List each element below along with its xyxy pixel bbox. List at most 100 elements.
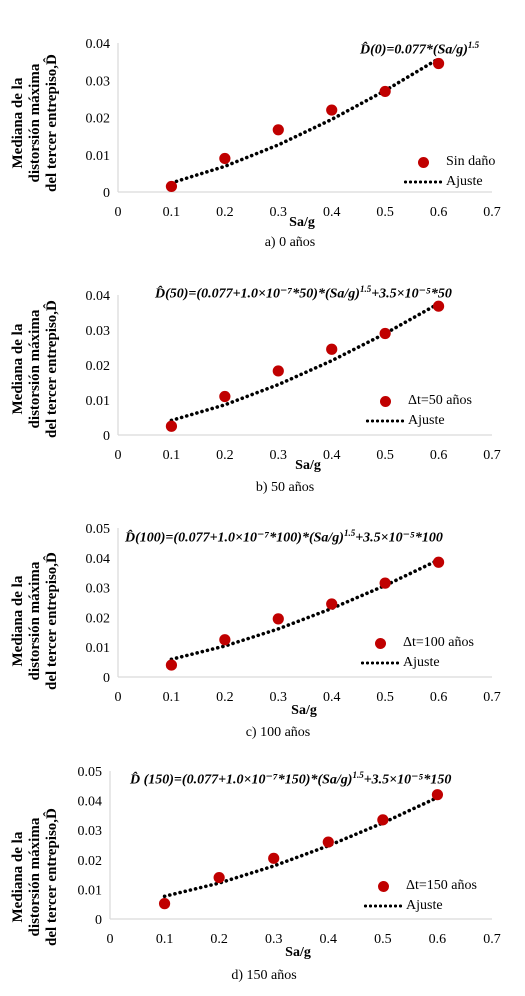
- data-point: [219, 634, 231, 646]
- y-tick-label: 0: [103, 671, 110, 686]
- x-axis-label: Sa/g: [291, 703, 317, 718]
- y-tick-label: 0.01: [78, 883, 103, 898]
- fit-equation-text: D̂(50)=(0.077+1.0×10⁻⁷*50)*(Sa/g): [155, 286, 360, 302]
- x-tick-label: 0.1: [163, 690, 181, 705]
- legend-label: Ajuste: [408, 413, 445, 428]
- fit-equation-exponent: 1.5: [467, 40, 480, 50]
- chart-plot-svg: 0 0.01 0.02 0.03 0.04 0.05 0 0.1 0.2 0.3 0.4 0.5 0.6…: [86, 522, 501, 705]
- x-tick-label: 0.5: [374, 932, 392, 947]
- x-tick-label: 0.2: [210, 932, 228, 947]
- chart-caption: b) 50 años: [255, 480, 315, 495]
- x-axis-label: Sa/g: [289, 215, 315, 230]
- chart-plot-svg: 0 0.01 0.02 0.03 0.04 0.05 0 0.1 0.2 0.3 0.4 0.5 0.6…: [78, 765, 501, 947]
- x-tick-label: 0.4: [323, 690, 341, 705]
- data-point: [432, 57, 445, 70]
- data-point: [165, 659, 178, 671]
- legend: Δt=50 años Ajuste: [362, 391, 472, 431]
- fit-curve: [169, 56, 441, 185]
- data-point: [272, 613, 284, 625]
- y-tick-label: 0.04: [86, 289, 111, 304]
- data-point: [431, 789, 444, 801]
- y-tick-label: 0.04: [86, 37, 111, 52]
- data-point: [379, 577, 391, 589]
- fit-equation-tail: +3.5×10⁻⁵*150: [363, 772, 452, 788]
- legend-label: Δt=100 años: [403, 635, 474, 650]
- legend-label: Sin daño: [446, 154, 496, 169]
- data-point: [326, 343, 338, 355]
- legend-item-fit: Ajuste: [362, 411, 472, 431]
- x-tick-label: 0.4: [323, 205, 341, 220]
- data-point: [219, 152, 231, 165]
- x-tick-label: 0.5: [376, 448, 394, 463]
- y-tick-label: 0: [95, 913, 102, 928]
- legend-item-fit: Ajuste: [357, 653, 474, 673]
- x-tick-label: 0: [115, 205, 122, 220]
- y-axis-label-line: distorsión máxima: [27, 309, 43, 429]
- data-point: [165, 180, 178, 193]
- fit-equation-exponent: 1.5: [343, 528, 356, 538]
- data-point: [326, 104, 338, 116]
- fit-equation-tail: +3.5×10⁻⁵*50: [371, 286, 452, 302]
- x-tick-label: 0.5: [376, 690, 394, 705]
- x-tick-label: 0.3: [270, 205, 288, 220]
- data-point: [213, 871, 225, 884]
- x-tick-label: 0.7: [483, 205, 501, 220]
- x-tick-label: 0.7: [483, 448, 501, 463]
- x-tick-label: 0.6: [429, 932, 447, 947]
- legend-item-points: Sin daño: [400, 152, 495, 172]
- x-tick-label: 0.3: [265, 932, 283, 947]
- y-tick-label: 0.02: [78, 854, 103, 869]
- y-tick-label: 0.01: [86, 394, 111, 409]
- legend: Δt=100 años Ajuste: [357, 633, 474, 673]
- legend-marker-dot: [417, 156, 429, 168]
- fit-equation: D̂ (150)=(0.077+1.0×10⁻⁷*150)*(Sa/g)1.5+…: [130, 770, 451, 789]
- x-axis-label: Sa/g: [295, 458, 321, 473]
- y-tick-label: 0.05: [78, 765, 103, 780]
- chart-panel-d: 0 0.01 0.02 0.03 0.04 0.05 0 0.1 0.2 0.3 0.4 0.5 0.6…: [0, 750, 525, 996]
- y-tick-label: 0.04: [86, 552, 111, 567]
- fit-curve: [169, 301, 441, 423]
- legend: Δt=150 años Ajuste: [360, 876, 477, 916]
- fit-equation-exponent: 1.5: [359, 284, 372, 294]
- y-tick-label: 0.02: [86, 359, 111, 374]
- data-point: [158, 898, 171, 910]
- legend-label: Δt=50 años: [408, 393, 472, 408]
- legend-marker-dotted-line: [360, 661, 400, 665]
- y-axis-label-line: Mediana de la: [10, 323, 26, 415]
- legend-label: Δt=150 años: [406, 878, 477, 893]
- data-point: [268, 852, 280, 864]
- data-point: [377, 814, 389, 826]
- data-point: [379, 327, 391, 340]
- fit-equation-text: D̂ (150)=(0.077+1.0×10⁻⁷*150)*(Sa/g): [130, 772, 353, 788]
- chart-caption: d) 150 años: [231, 968, 297, 983]
- y-axis-label-line: distorsión máxima: [27, 817, 43, 937]
- legend-item-points: Δt=150 años: [360, 876, 477, 896]
- legend-label: Ajuste: [403, 655, 440, 670]
- y-axis-label-line: del tercer entrepiso,D̂: [44, 552, 60, 690]
- data-point: [272, 365, 284, 377]
- data-point: [165, 420, 178, 432]
- y-axis-label-line: del tercer entrepiso,D̂: [44, 808, 60, 946]
- y-tick-label: 0.05: [86, 522, 111, 537]
- y-axis-label-line: distorsión máxima: [27, 63, 43, 183]
- x-tick-label: 0.2: [216, 690, 234, 705]
- x-tick-label: 0.1: [163, 205, 181, 220]
- x-tick-label: 0.6: [430, 690, 448, 705]
- y-tick-label: 0.01: [86, 149, 111, 164]
- x-tick-label: 0: [115, 690, 122, 705]
- data-point: [326, 598, 338, 610]
- legend-marker-dotted-line: [403, 180, 443, 184]
- fit-equation-exponent: 1.5: [352, 770, 364, 780]
- y-axis-label-line: Mediana de la: [10, 575, 26, 667]
- chart-caption: c) 100 años: [245, 725, 311, 740]
- legend-item-points: Δt=50 años: [362, 391, 472, 411]
- x-tick-label: 0.7: [483, 932, 501, 947]
- fit-equation: D̂(100)=(0.077+1.0×10⁻⁷*100)*(Sa/g)1.5+3…: [125, 528, 443, 547]
- fit-equation-text: D̂(0)=0.077*(Sa/g): [360, 42, 468, 58]
- legend-marker-dot: [377, 880, 389, 892]
- x-tick-label: 0.3: [270, 448, 288, 463]
- y-tick-label: 0.04: [78, 795, 103, 810]
- chart-plot-svg: 0 0.01 0.02 0.03 0.04 0 0.1 0.2 0.3 0.4 0.5 0.6 0.7: [86, 37, 501, 220]
- chart-plot-svg: 0 0.01 0.02 0.03 0.04 0 0.1 0.2 0.3 0.4 0.5 0.6 0.7: [86, 289, 501, 463]
- x-tick-label: 0.1: [156, 932, 174, 947]
